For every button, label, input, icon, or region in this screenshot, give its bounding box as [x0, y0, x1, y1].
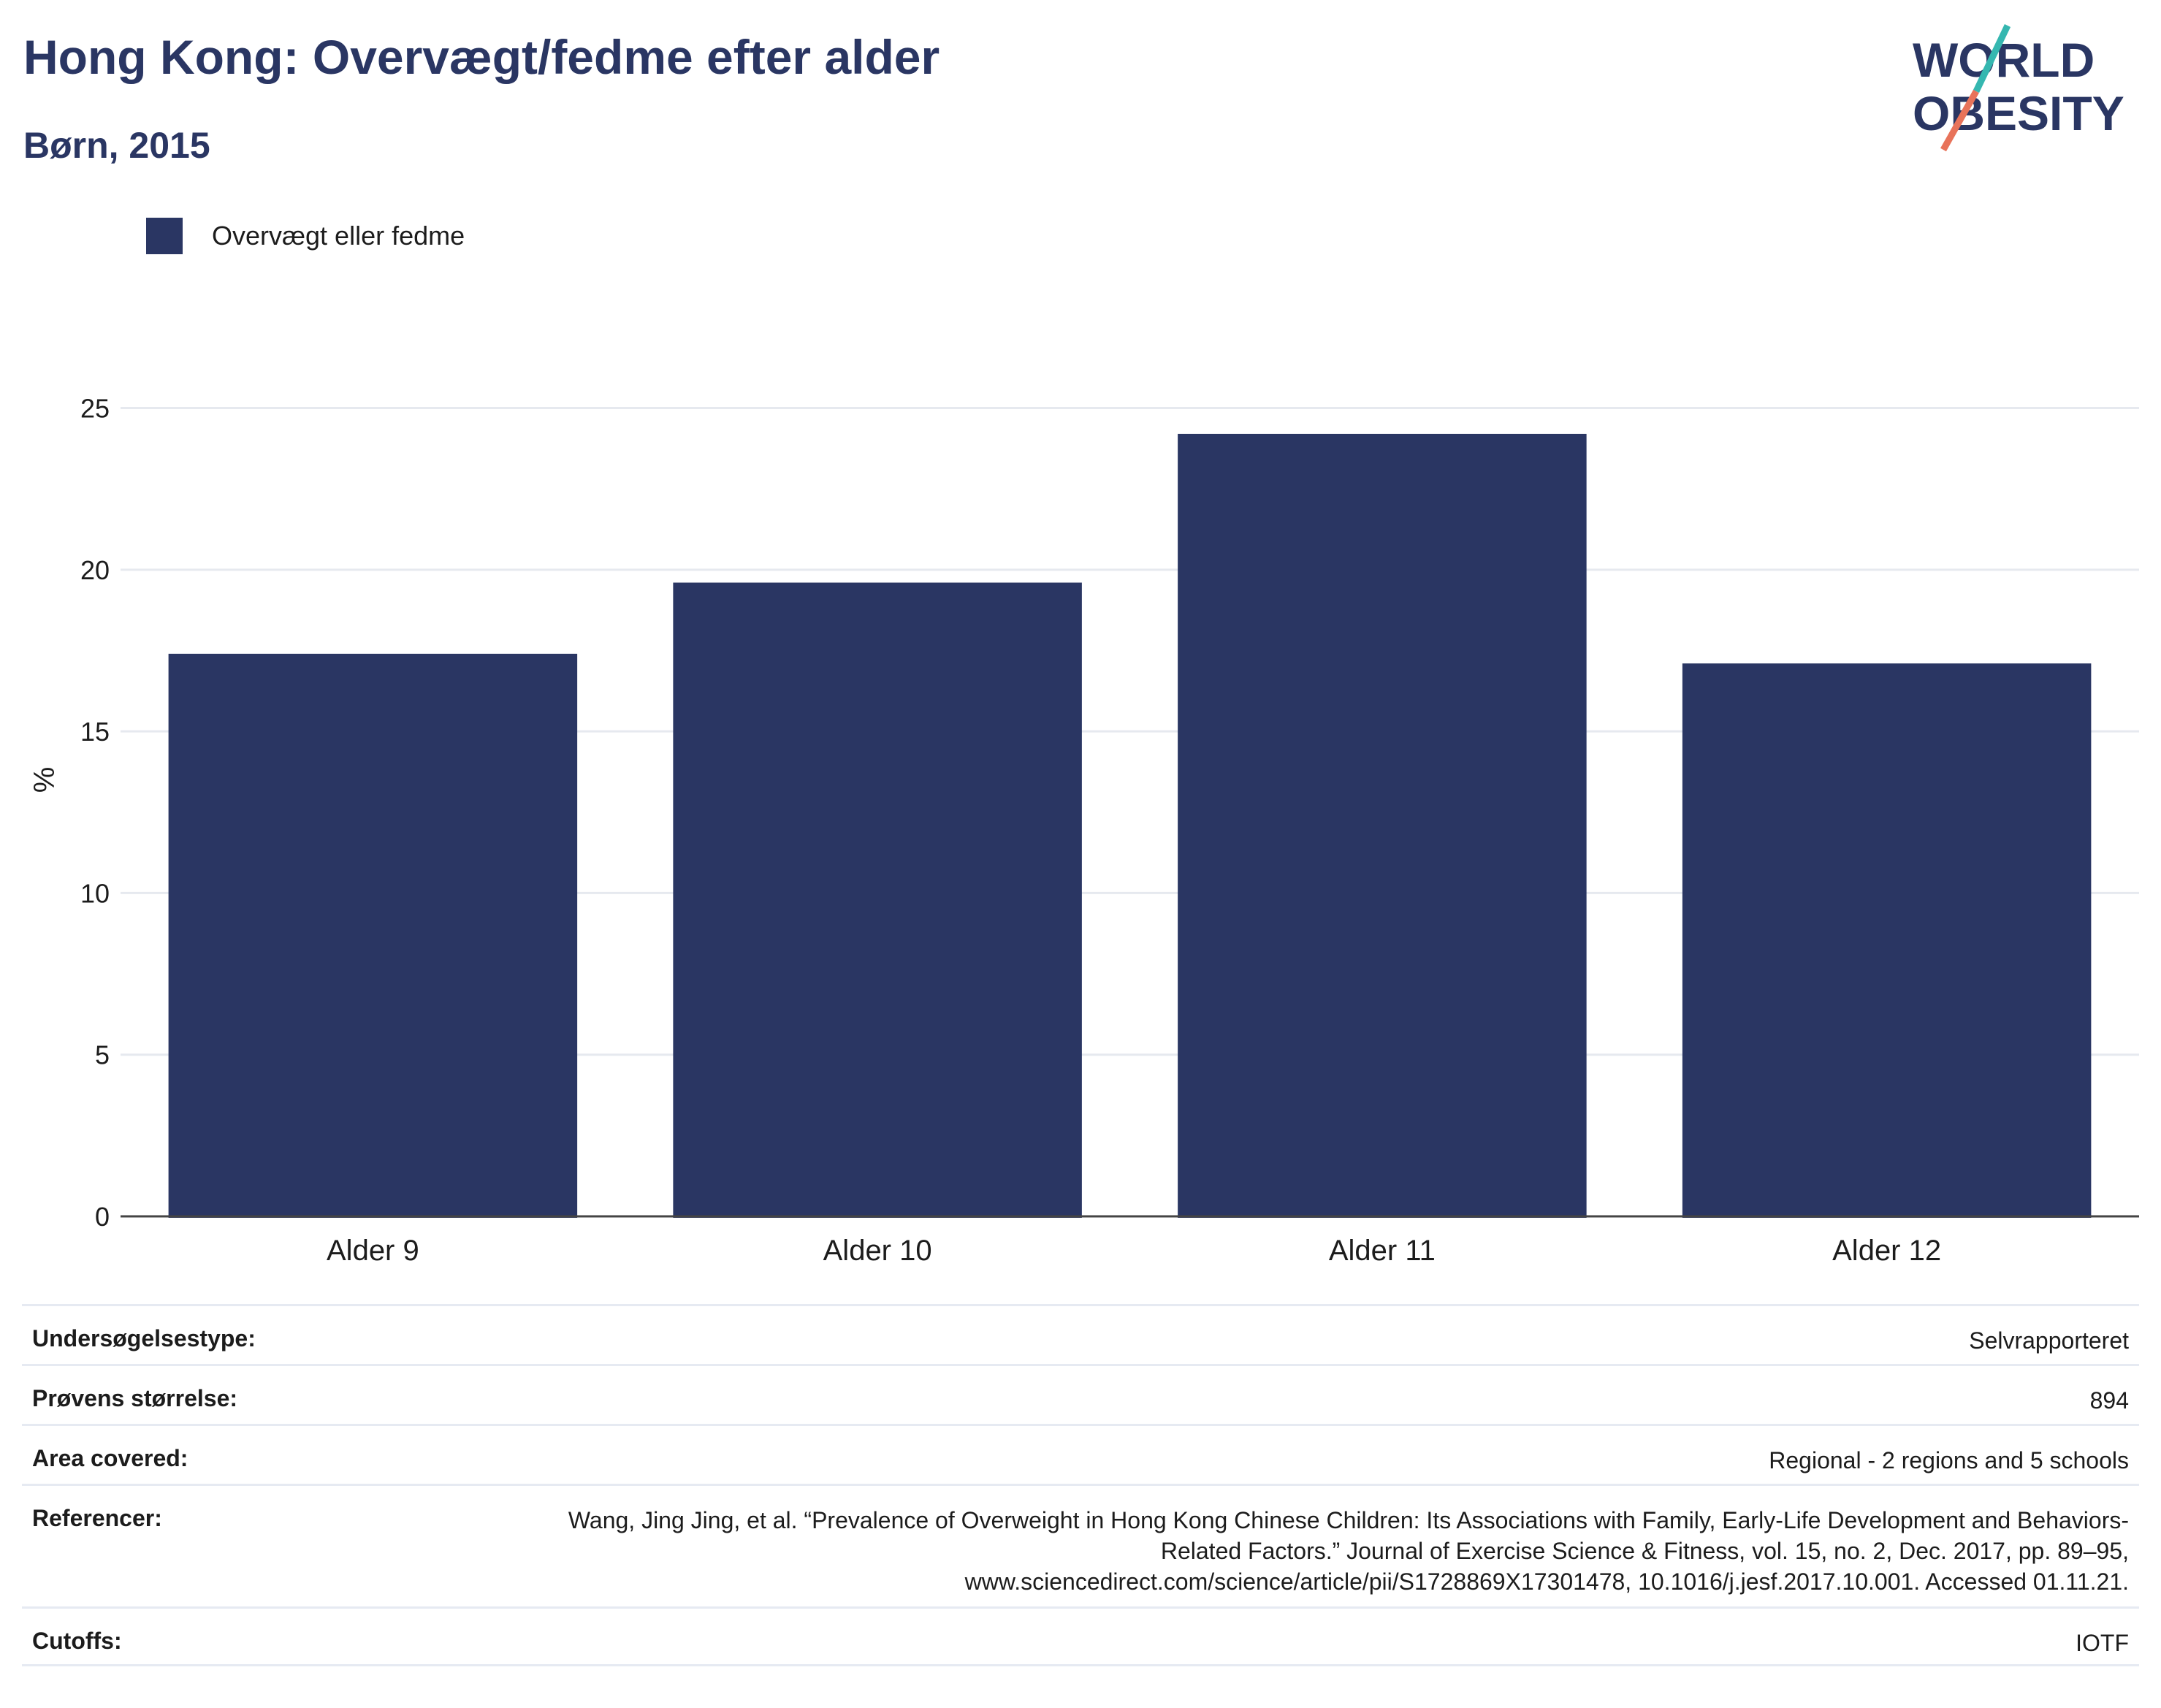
- info-key: Cutoffs:: [32, 1628, 122, 1654]
- bar: [673, 582, 1082, 1218]
- info-key: Referencer:: [32, 1505, 162, 1531]
- info-row: Cutoffs: IOTF: [22, 1606, 2139, 1666]
- y-axis-label: %: [28, 767, 61, 793]
- info-row: Undersøgelsestype: Selvrapporteret: [22, 1304, 2139, 1364]
- y-tick-label: 0: [95, 1202, 110, 1232]
- info-key: Undersøgelsestype:: [32, 1325, 256, 1351]
- chart-legend: Overvægt eller fedme: [146, 218, 465, 254]
- svg-text:WORLD: WORLD: [1913, 33, 2095, 87]
- world-obesity-logo: WORLD OBESITY: [1913, 24, 2124, 152]
- x-tick-label: Alder 11: [1329, 1235, 1436, 1264]
- x-tick-label: Alder 9: [327, 1235, 419, 1264]
- y-tick-label: 5: [95, 1040, 110, 1070]
- info-value: Wang, Jing Jing, et al. “Prevalence of O…: [568, 1507, 2129, 1595]
- bar-chart: 0 5 10 15 20 25% Alder 9 Alder 10 Alder 11 Alder …: [28, 394, 2139, 1264]
- svg-text:OBESITY: OBESITY: [1913, 86, 2124, 140]
- info-row: Referencer: Wang, Jing Jing, et al. “Prev…: [22, 1484, 2139, 1606]
- info-value: Selvrapporteret: [1969, 1327, 2129, 1354]
- info-key: Area covered:: [32, 1445, 188, 1471]
- legend-label: Overvægt eller fedme: [212, 221, 465, 251]
- y-tick-label: 25: [80, 394, 110, 424]
- info-value: IOTF: [2076, 1630, 2129, 1656]
- y-tick-label: 15: [80, 717, 110, 747]
- page-title: Hong Kong: Overvægt/fedme efter alder: [23, 30, 940, 84]
- page-subtitle: Børn, 2015: [23, 125, 210, 166]
- x-tick-label: Alder 12: [1832, 1235, 1941, 1264]
- info-row: Prøvens størrelse: 894: [22, 1364, 2139, 1424]
- info-value: 894: [2089, 1387, 2129, 1414]
- bar: [1682, 663, 2092, 1218]
- info-value: Regional - 2 regions and 5 schools: [1769, 1447, 2129, 1473]
- y-tick-label: 10: [80, 878, 110, 908]
- y-tick-label: 20: [80, 555, 110, 585]
- bar: [168, 653, 578, 1218]
- x-tick-label: Alder 10: [823, 1235, 932, 1264]
- legend-swatch: [146, 218, 183, 254]
- info-key: Prøvens størrelse:: [32, 1385, 238, 1411]
- bar: [1178, 433, 1587, 1218]
- info-row: Area covered: Regional - 2 regions and 5 …: [22, 1424, 2139, 1484]
- info-table: Undersøgelsestype: Selvrapporteret Prøvens…: [22, 1304, 2139, 1666]
